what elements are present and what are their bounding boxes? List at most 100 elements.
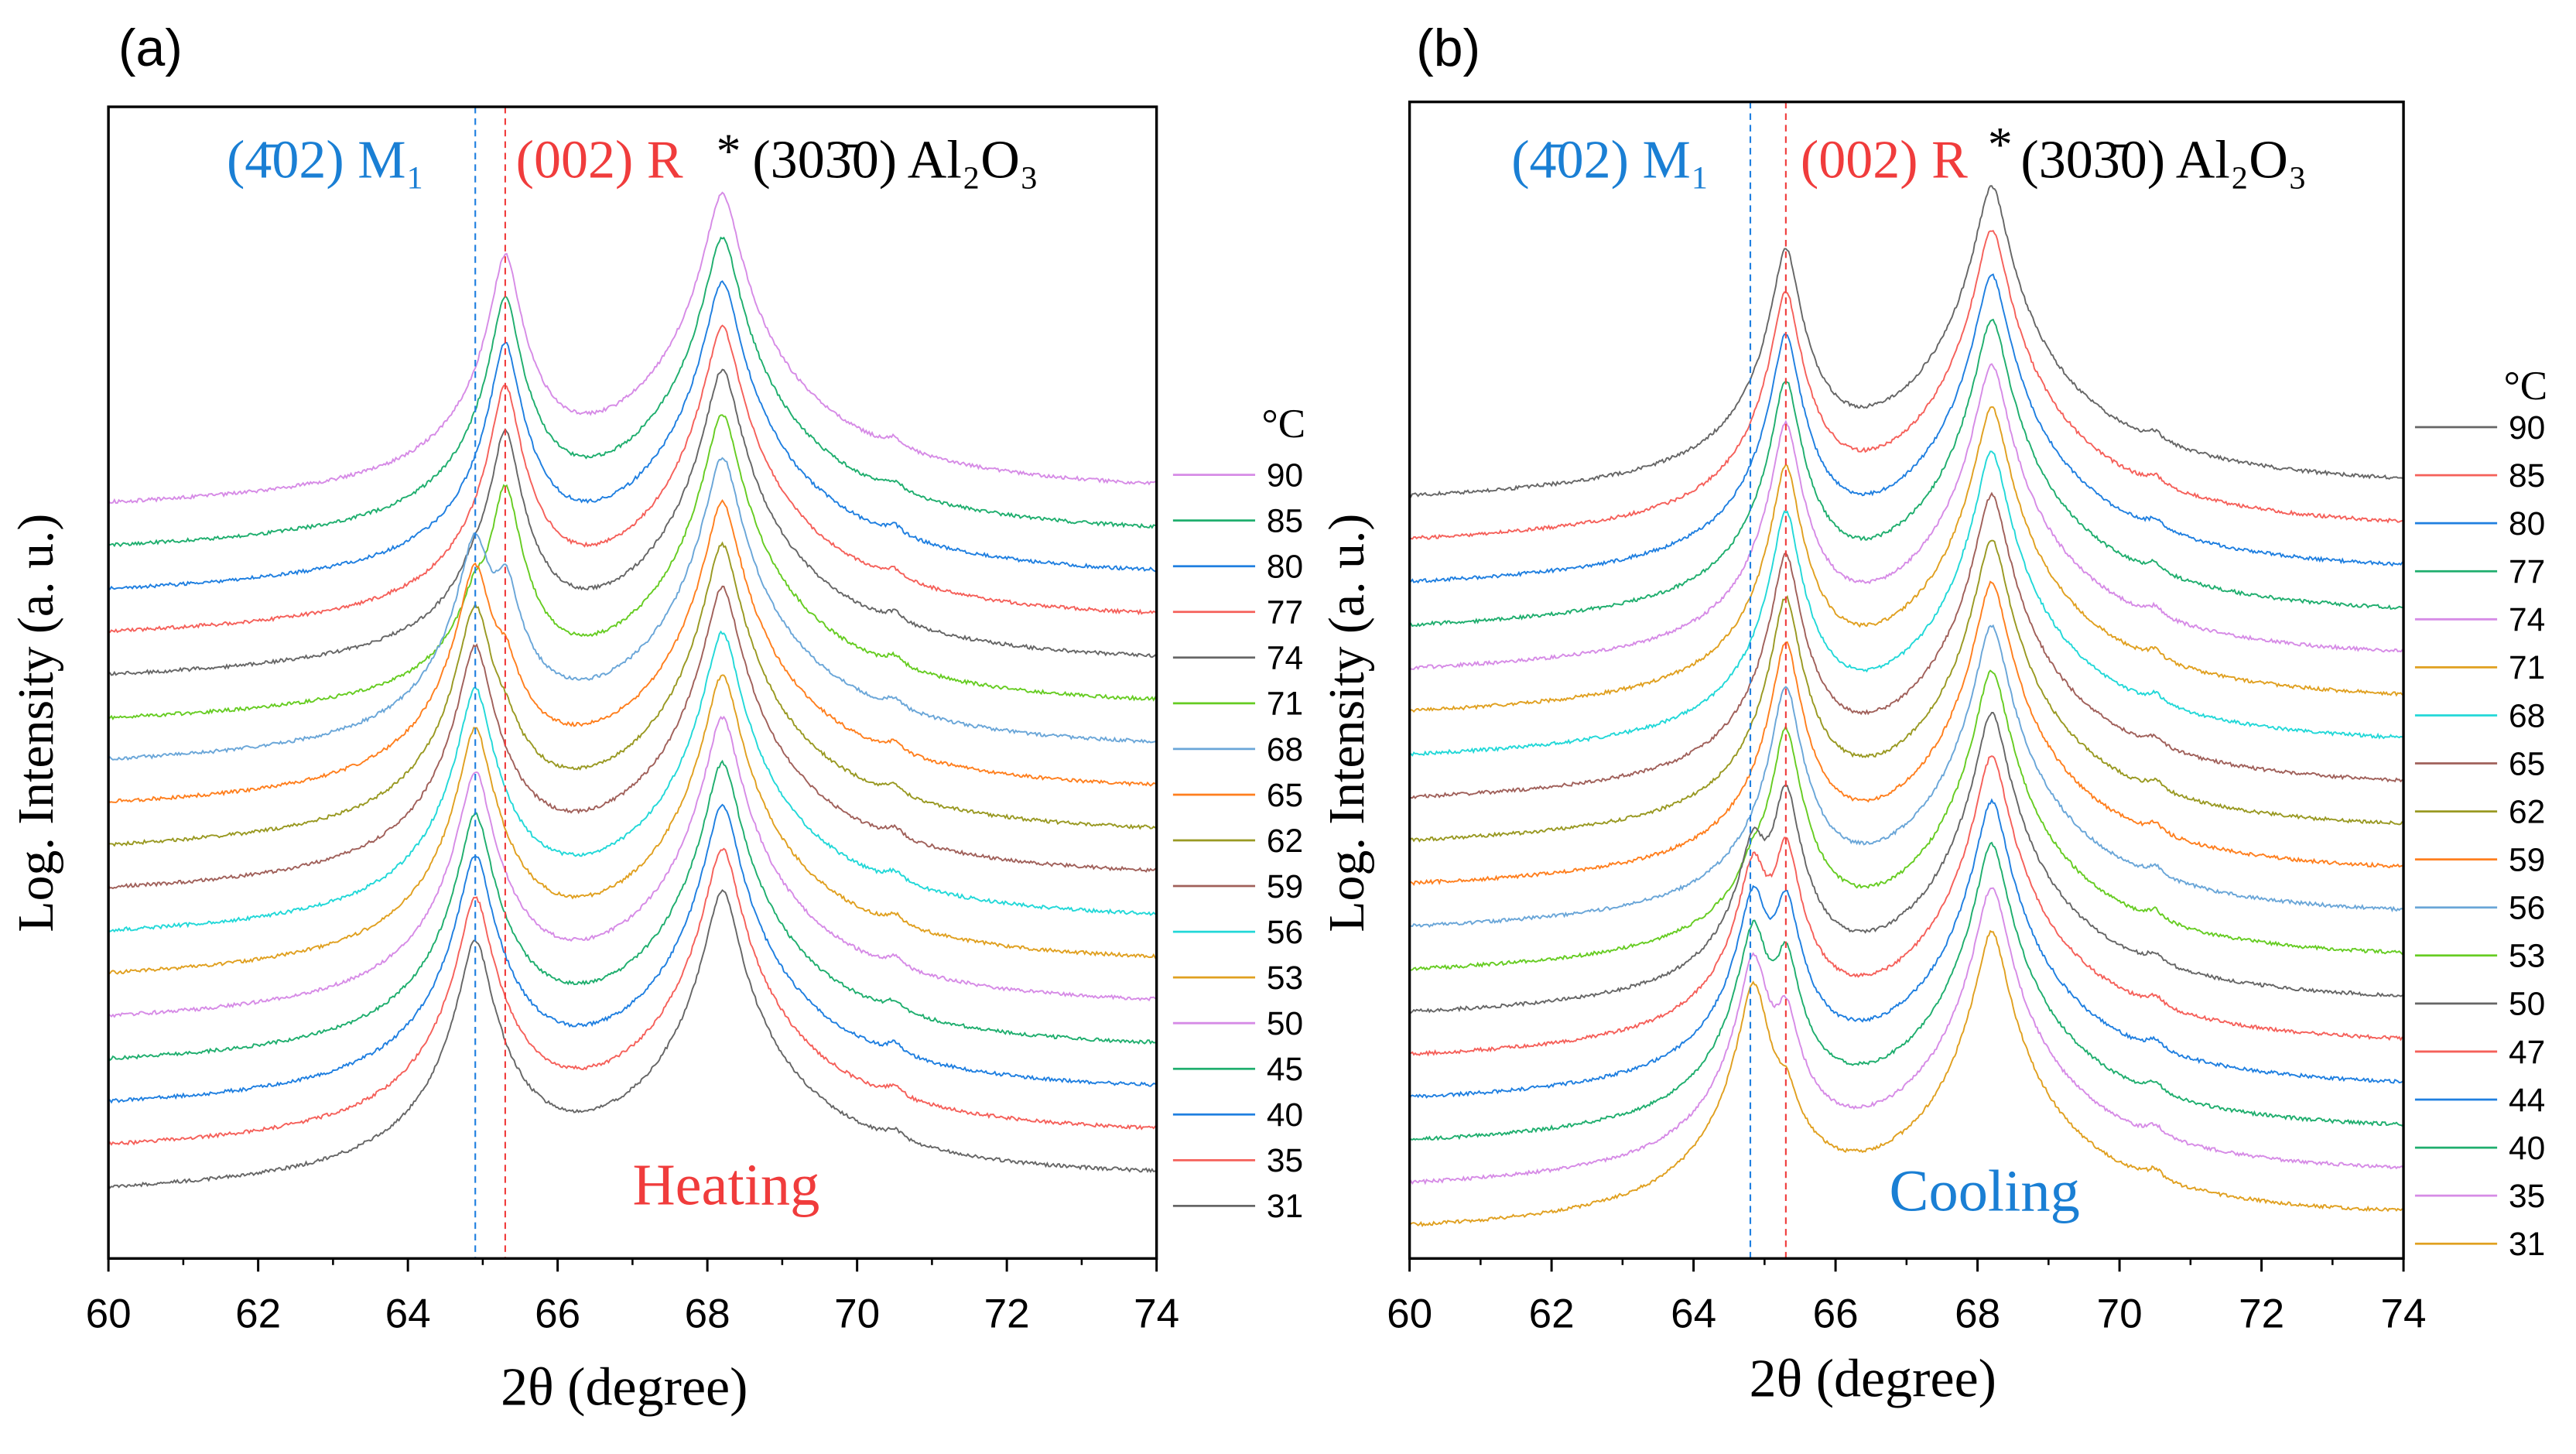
legend-label-53: 53 [2509, 938, 2545, 974]
series-line-40 [108, 803, 1158, 1104]
legend-label-77: 77 [2509, 553, 2545, 590]
y-axis-label: Log. Intensity (a. u.) [1319, 514, 1375, 932]
legend-label-31: 31 [2509, 1226, 2545, 1262]
series-line-65 [1409, 491, 2404, 799]
legend-title: °C [1262, 402, 1306, 446]
legend-label-56: 56 [1267, 914, 1303, 950]
x-tick-label: 68 [685, 1291, 730, 1336]
legend-label-35: 35 [2509, 1178, 2545, 1214]
legend-title: °C [2504, 364, 2548, 409]
m1-peak-label: (4̄02) M₁ [1511, 130, 1709, 190]
legend-label-53: 53 [1267, 960, 1303, 996]
series-line-71 [1408, 405, 2404, 713]
series-line-90 [1408, 185, 2404, 498]
x-axis-label: 2θ (degree) [1750, 1350, 1996, 1409]
series-line-56 [1409, 624, 2404, 929]
series-line-85 [1409, 230, 2404, 540]
legend-label-50: 50 [2509, 986, 2545, 1022]
x-tick-label: 64 [1671, 1291, 1716, 1336]
series-line-68 [1408, 450, 2404, 757]
x-tick-label: 64 [385, 1291, 431, 1336]
legend-label-90: 90 [1267, 457, 1303, 493]
series-line-62 [108, 541, 1157, 847]
panel-label: (a) [118, 19, 183, 77]
series-line-35 [1408, 887, 2404, 1185]
legend-label-50: 50 [1267, 1005, 1303, 1042]
x-tick-label: 74 [1134, 1291, 1179, 1336]
series-line-53 [108, 674, 1158, 975]
x-tick-label: 62 [1529, 1291, 1575, 1336]
series-line-31 [108, 888, 1158, 1189]
x-tick-label: 72 [984, 1291, 1030, 1336]
legend-label-80: 80 [2509, 505, 2545, 542]
legend-label-85: 85 [1267, 503, 1303, 539]
plot-frame [1408, 100, 2405, 1261]
legend-label-31: 31 [1267, 1188, 1303, 1224]
substrate-star-marker: * [717, 124, 741, 179]
panel-b: 60 62 64 66 68 70 72 74 2θ (degree) Log. Intensit… [1319, 19, 2547, 1409]
series-line-80 [1409, 273, 2404, 584]
series-line-77 [1408, 318, 2404, 628]
r-peak-label: (002) R [516, 130, 683, 190]
legend-label-35: 35 [1267, 1142, 1303, 1179]
legend-label-74: 74 [2509, 601, 2545, 638]
al2o3-peak-label: (303̄0) Al₂O₃ [2020, 130, 2307, 190]
legend-label-68: 68 [1267, 731, 1303, 768]
legend-label-80: 80 [1267, 549, 1303, 585]
series-line-31 [1409, 929, 2404, 1227]
mode-label: Heating [632, 1151, 819, 1217]
series-line-35 [108, 847, 1158, 1146]
series-line-68 [108, 457, 1158, 761]
series-line-77 [108, 324, 1158, 634]
y-axis-label: Log. Intensity (a. u.) [8, 514, 64, 932]
legend-label-68: 68 [2509, 697, 2545, 734]
al2o3-peak-label: (303̄0) Al₂O₃ [752, 130, 1038, 190]
series-line-47 [1409, 755, 2404, 1057]
legend-label-59: 59 [1267, 868, 1303, 905]
legend-label-47: 47 [2509, 1034, 2545, 1070]
series-line-62 [1408, 539, 2404, 843]
x-tick-label: 60 [86, 1291, 132, 1336]
x-tick-label: 72 [2239, 1291, 2284, 1336]
legend-label-56: 56 [2509, 890, 2545, 926]
series-line-56 [108, 630, 1157, 933]
legend-label-71: 71 [2509, 649, 2545, 686]
panel-label: (b) [1416, 19, 1480, 77]
legend-label-71: 71 [1267, 686, 1303, 722]
series-line-50 [1409, 712, 2404, 1014]
x-tick-label: 68 [1955, 1291, 2000, 1336]
x-tick-label: 66 [1813, 1291, 1859, 1336]
series-line-59 [108, 585, 1158, 890]
x-tick-label: 60 [1387, 1291, 1432, 1336]
legend-label-77: 77 [1267, 594, 1303, 631]
x-tick-label: 62 [235, 1291, 281, 1336]
series-line-59 [1409, 580, 2404, 886]
legend-label-65: 65 [1267, 777, 1303, 813]
legend-label-40: 40 [1267, 1096, 1303, 1133]
legend-label-59: 59 [2509, 842, 2545, 878]
series-line-85 [108, 236, 1157, 548]
mode-label: Cooling [1890, 1158, 2080, 1224]
series-line-74 [1408, 363, 2404, 670]
series-line-53 [1409, 669, 2404, 972]
legend-label-44: 44 [2509, 1082, 2545, 1118]
series-line-65 [108, 499, 1158, 804]
series-line-90 [108, 191, 1157, 505]
legend: °C 90 85 80 77 74 71 68 65 62 59 56 53 50 45 40 35 31 [1172, 402, 1306, 1224]
legend-label-40: 40 [2509, 1130, 2545, 1166]
series-line-44 [1408, 798, 2404, 1099]
legend-label-45: 45 [1267, 1051, 1303, 1087]
series-line-45 [108, 759, 1157, 1062]
series-line-74 [108, 368, 1158, 676]
legend-label-62: 62 [2509, 793, 2545, 830]
series-line-50 [108, 715, 1157, 1018]
x-tick-label: 70 [834, 1291, 880, 1336]
series-line-71 [108, 414, 1158, 720]
panel-a: 60 62 64 66 68 70 72 74 2θ (degree) Log. Intensit… [8, 19, 1305, 1417]
r-peak-label: (002) R [1801, 130, 1968, 190]
x-tick-label: 74 [2381, 1291, 2427, 1336]
m1-peak-label: (4̄02) M₁ [227, 130, 425, 190]
legend-label-85: 85 [2509, 457, 2545, 494]
series-line-80 [108, 280, 1158, 590]
